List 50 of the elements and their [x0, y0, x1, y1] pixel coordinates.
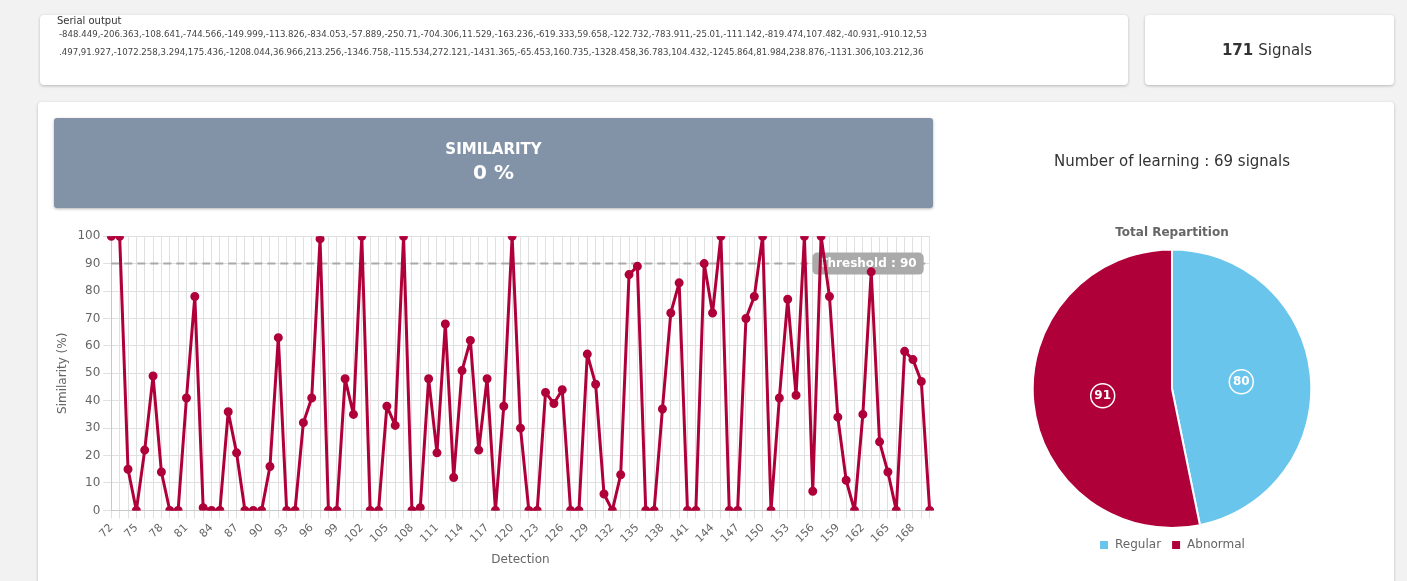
y-tick-label: 100 [77, 228, 101, 243]
x-tick-label: 84 [196, 521, 216, 541]
x-tick-label: 111 [417, 521, 442, 546]
x-tick-label: 138 [642, 521, 667, 546]
text: 171 [1221, 41, 1254, 59]
y-tick-label: 60 [85, 338, 101, 353]
chart-subtitle: Number of learning : 69 signals [1052, 152, 1292, 170]
x-tick-label: 141 [667, 521, 692, 546]
x-tick-label: 81 [171, 521, 191, 541]
x-tick-label: 99 [321, 521, 341, 541]
x-tick-label: 72 [96, 521, 116, 541]
x-tick-label: 132 [592, 521, 617, 546]
x-tick-label: 129 [567, 521, 592, 546]
chart-title: SIMILARITY [444, 140, 543, 158]
x-tick-label: 90 [246, 521, 266, 541]
y-tick-label: 0 [92, 502, 101, 517]
data-label: 91 [1094, 387, 1112, 402]
legend-label: Abnormal [1187, 537, 1245, 552]
y-axis-title: Similarity (%) [55, 332, 70, 414]
text: Signals [1258, 41, 1313, 59]
data-label: 80 [1232, 373, 1250, 388]
x-tick-label: 162 [842, 521, 867, 546]
x-tick-label: 120 [492, 521, 517, 546]
y-tick-label: 10 [85, 475, 101, 490]
x-tick-label: 144 [692, 521, 717, 546]
y-tick-label: 90 [85, 255, 101, 270]
y-tick-label: 50 [85, 365, 101, 380]
x-tick-label: 123 [517, 521, 542, 546]
x-tick-label: 159 [817, 521, 842, 546]
x-tick-label: 75 [121, 521, 141, 541]
text: -848.449,-206.363,-108.641,-744.566,-149.999,-113.826,-834.053,-57.889,-250.71,-704.306,11.529,-163.236,-619.333,59.658,-122.732,-783.911,-25.01,-111.142,-819.474,107.482,-40.931,-910.12,53 [59, 29, 928, 39]
x-tick-label: 87 [221, 521, 241, 541]
y-tick-label: 40 [85, 392, 101, 407]
x-tick-label: 78 [146, 521, 166, 541]
text: .497,91.927,-1072.258,3.294,175.436,-1208.044,36.966,213.256,-1346.758,-115.534,272.121,-1431.365,-65.453,160.735,-1328.458,36.783,104.432,-1245.864,81.984,238.876,-1131.306,103.212,36 [59, 47, 924, 57]
chart-title: Total Repartition [1115, 225, 1229, 240]
y-tick-label: 20 [85, 447, 101, 462]
x-tick-label: 114 [442, 521, 467, 546]
chart-subtitle: 0 % [472, 160, 515, 184]
x-tick-label: 102 [341, 521, 366, 546]
y-tick-label: 80 [85, 283, 101, 298]
legend-label: Regular [1115, 537, 1162, 552]
x-axis-title: Detection [491, 551, 550, 566]
x-tick-label: 93 [271, 521, 291, 541]
x-tick-label: 150 [742, 521, 767, 546]
y-tick-label: 70 [85, 310, 101, 325]
y-tick-label: 30 [85, 420, 101, 435]
x-tick-label: 96 [296, 521, 316, 541]
x-tick-label: 153 [767, 521, 792, 546]
text: Serial output [57, 15, 122, 26]
